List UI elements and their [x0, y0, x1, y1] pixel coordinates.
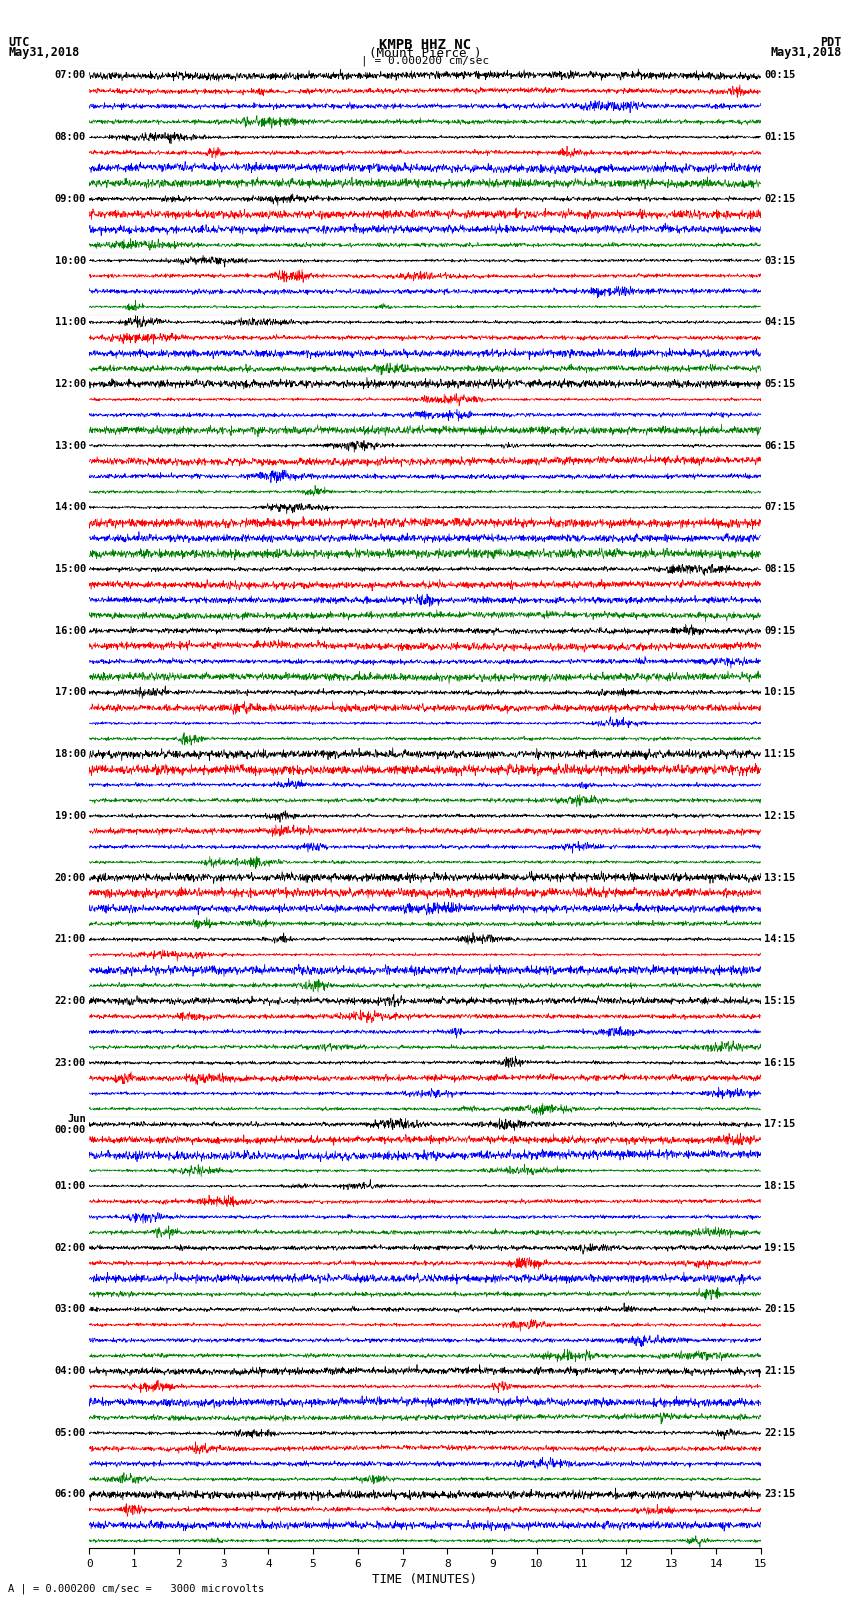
Text: 12:00: 12:00 — [54, 379, 86, 389]
Text: 01:00: 01:00 — [54, 1181, 86, 1190]
Text: 05:15: 05:15 — [764, 379, 796, 389]
Text: 23:00: 23:00 — [54, 1058, 86, 1068]
Text: | = 0.000200 cm/sec: | = 0.000200 cm/sec — [361, 56, 489, 66]
Text: 20:15: 20:15 — [764, 1305, 796, 1315]
Text: 16:00: 16:00 — [54, 626, 86, 636]
Text: 18:00: 18:00 — [54, 748, 86, 760]
Text: 10:00: 10:00 — [54, 255, 86, 266]
Text: 17:00: 17:00 — [54, 687, 86, 697]
Text: 02:15: 02:15 — [764, 194, 796, 203]
Text: 14:15: 14:15 — [764, 934, 796, 944]
Text: 02:00: 02:00 — [54, 1242, 86, 1253]
Text: 23:15: 23:15 — [764, 1489, 796, 1500]
Text: PDT: PDT — [820, 37, 842, 50]
Text: 09:15: 09:15 — [764, 626, 796, 636]
Text: 13:00: 13:00 — [54, 440, 86, 450]
Text: 08:15: 08:15 — [764, 565, 796, 574]
Text: 08:00: 08:00 — [54, 132, 86, 142]
Text: 19:15: 19:15 — [764, 1242, 796, 1253]
Text: 17:15: 17:15 — [764, 1119, 796, 1129]
Text: KMPB HHZ NC: KMPB HHZ NC — [379, 37, 471, 52]
Text: 10:15: 10:15 — [764, 687, 796, 697]
Text: 18:15: 18:15 — [764, 1181, 796, 1190]
Text: 03:00: 03:00 — [54, 1305, 86, 1315]
Text: UTC: UTC — [8, 37, 30, 50]
Text: 06:15: 06:15 — [764, 440, 796, 450]
Text: 07:00: 07:00 — [54, 71, 86, 81]
Text: 03:15: 03:15 — [764, 255, 796, 266]
Text: 04:15: 04:15 — [764, 318, 796, 327]
Text: 06:00: 06:00 — [54, 1489, 86, 1500]
Text: 09:00: 09:00 — [54, 194, 86, 203]
Text: Jun
00:00: Jun 00:00 — [54, 1113, 86, 1136]
Text: A | = 0.000200 cm/sec =   3000 microvolts: A | = 0.000200 cm/sec = 3000 microvolts — [8, 1582, 264, 1594]
Text: 15:00: 15:00 — [54, 565, 86, 574]
Text: 15:15: 15:15 — [764, 995, 796, 1007]
Text: (Mount Pierce ): (Mount Pierce ) — [369, 47, 481, 60]
Text: 21:00: 21:00 — [54, 934, 86, 944]
Text: 11:15: 11:15 — [764, 748, 796, 760]
Text: 22:00: 22:00 — [54, 995, 86, 1007]
Text: 20:00: 20:00 — [54, 873, 86, 882]
Text: 04:00: 04:00 — [54, 1366, 86, 1376]
Text: May31,2018: May31,2018 — [770, 45, 842, 60]
Text: 00:15: 00:15 — [764, 71, 796, 81]
Text: 12:15: 12:15 — [764, 811, 796, 821]
Text: 14:00: 14:00 — [54, 502, 86, 513]
Text: 11:00: 11:00 — [54, 318, 86, 327]
Text: 21:15: 21:15 — [764, 1366, 796, 1376]
Text: 22:15: 22:15 — [764, 1428, 796, 1437]
Text: 05:00: 05:00 — [54, 1428, 86, 1437]
Text: 19:00: 19:00 — [54, 811, 86, 821]
Text: 07:15: 07:15 — [764, 502, 796, 513]
Text: May31,2018: May31,2018 — [8, 45, 80, 60]
Text: 01:15: 01:15 — [764, 132, 796, 142]
Text: 13:15: 13:15 — [764, 873, 796, 882]
X-axis label: TIME (MINUTES): TIME (MINUTES) — [372, 1573, 478, 1586]
Text: 16:15: 16:15 — [764, 1058, 796, 1068]
